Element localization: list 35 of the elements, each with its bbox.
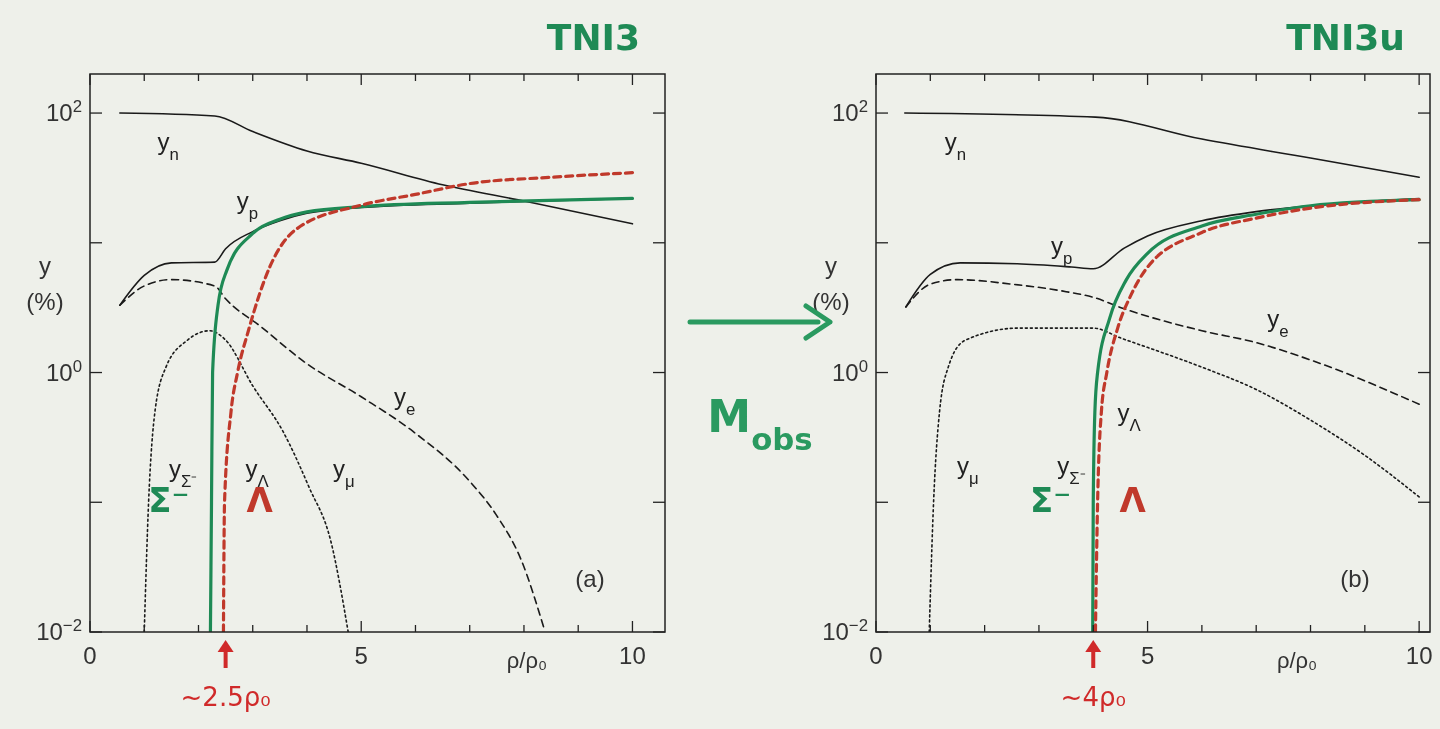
x-tick-label: 0 bbox=[83, 642, 97, 669]
annotation: y$_{e}$ bbox=[393, 382, 416, 419]
y-tick-label: 10$^{2}$ bbox=[45, 96, 82, 127]
x-tick-label: 5 bbox=[354, 642, 368, 669]
x-tick-label: 10 bbox=[619, 642, 646, 669]
y-axis-title: y (%) bbox=[812, 252, 850, 315]
annotation: y$_{e}$ bbox=[1267, 304, 1289, 341]
y-tick-label: 10$^{0}$ bbox=[45, 356, 82, 386]
annotation: ~2.5ρ₀ bbox=[180, 682, 271, 712]
y-tick-label: 10$^{−2}$ bbox=[822, 615, 868, 645]
annotation: y$_{p}$ bbox=[1051, 231, 1073, 268]
y-tick-label: 10$^{−2}$ bbox=[36, 615, 82, 645]
x-tick-label: 10 bbox=[1405, 642, 1433, 669]
text: M$_{obs}$ bbox=[707, 391, 813, 457]
series-label: Λ bbox=[1119, 480, 1147, 521]
annotation: y$_{μ}$ bbox=[956, 452, 979, 488]
annotation: y$_{Σ⁻}$ bbox=[1057, 452, 1086, 488]
chart-title: TNI3u bbox=[1286, 17, 1405, 58]
annotation: (b) bbox=[1340, 565, 1370, 592]
annotation: ~4ρ₀ bbox=[1060, 682, 1126, 712]
annotation: (a) bbox=[575, 565, 605, 592]
x-tick-label: 0 bbox=[869, 642, 883, 669]
annotation: y$_{Σ⁻}$ bbox=[169, 455, 198, 491]
x-axis-title: ρ/ρ₀ bbox=[506, 648, 548, 673]
annotation: y$_{Λ}$ bbox=[1117, 398, 1142, 435]
x-tick-label: 5 bbox=[1140, 642, 1155, 669]
y-tick-label: 10$^{0}$ bbox=[831, 356, 868, 386]
annotation: y$_{n}$ bbox=[944, 127, 966, 164]
y-tick-label: 10$^{2}$ bbox=[831, 96, 868, 127]
chart-title: TNI3 bbox=[546, 17, 640, 58]
y-axis-title: y (%) bbox=[26, 252, 64, 315]
annotation: y$_{μ}$ bbox=[333, 455, 355, 491]
x-axis-title: ρ/ρ₀ bbox=[1276, 648, 1318, 673]
annotation: y$_{n}$ bbox=[157, 127, 179, 164]
annotation: y$_{p}$ bbox=[236, 186, 258, 223]
